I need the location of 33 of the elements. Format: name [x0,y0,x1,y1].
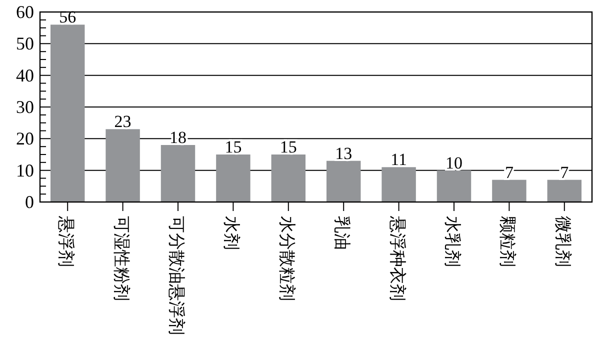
x-tick-label: 悬浮种衣剂 [388,215,407,301]
bar [382,167,416,202]
y-tick-label: 40 [16,65,34,86]
x-tick-label: 水乳剂 [443,216,462,267]
x-tick-label: 颗粒剂 [498,216,518,267]
x-tick-label: 乳油 [332,216,352,250]
data-label: 11 [390,150,407,170]
bar [160,145,196,202]
x-tick-label: 水剂 [222,216,242,250]
bar [547,180,582,202]
y-tick-label: 0 [25,192,34,212]
bar [326,160,361,202]
x-tick-label: 水分散粒剂 [277,216,296,301]
y-tick-label: 50 [16,34,34,54]
y-tick-label: 60 [16,2,34,22]
data-label: 23 [114,112,132,132]
x-tick-label: 悬浮剂 [56,215,76,267]
data-label: 13 [335,144,352,163]
y-tick-label: 30 [16,97,34,117]
bar [216,154,250,202]
bar [492,180,526,202]
x-tick-label: 可分散油悬浮剂 [167,216,186,335]
y-tick-label: 10 [16,160,34,180]
y-tick-label: 20 [16,128,34,149]
bar [50,24,85,202]
data-label: 15 [224,138,242,156]
bar [436,170,472,202]
data-label: 10 [446,153,462,172]
x-tick-label: 微乳剂 [553,216,572,267]
bar [271,154,306,202]
x-tick-label: 可湿性粉剂 [112,216,131,301]
bar [106,129,140,202]
data-label: 15 [280,138,297,156]
